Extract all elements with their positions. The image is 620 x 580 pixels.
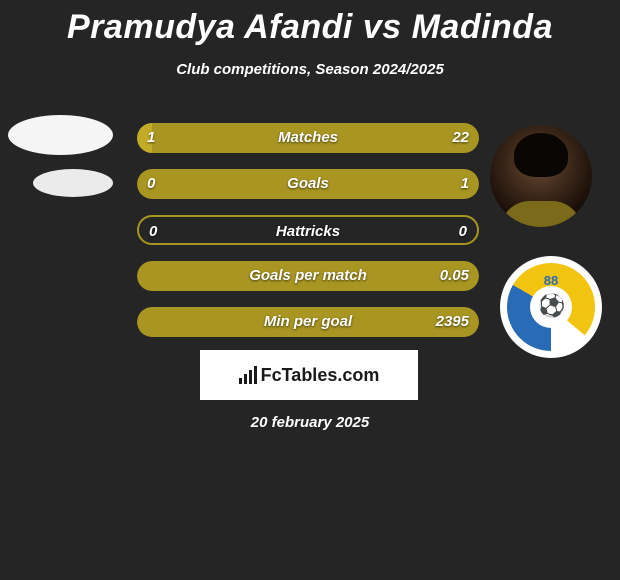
stat-label: Min per goal [137, 307, 479, 337]
player-right-club-badge: 88 [500, 256, 602, 358]
watermark: FcTables.com [200, 350, 418, 400]
page-subtitle: Club competitions, Season 2024/2025 [0, 61, 620, 78]
stat-row: 0Goals1 [137, 169, 479, 199]
date-text: 20 february 2025 [0, 414, 620, 431]
stat-label: Goals per match [137, 261, 479, 291]
player-left-placeholder [8, 115, 113, 197]
watermark-text: FcTables.com [261, 365, 380, 386]
player-left-club-oval [33, 169, 113, 197]
watermark-bars-icon [239, 366, 257, 384]
stat-value-right: 22 [452, 123, 469, 153]
club-badge-number: 88 [544, 273, 558, 288]
stat-row: 1Matches22 [137, 123, 479, 153]
stat-row: Goals per match0.05 [137, 261, 479, 291]
player-left-avatar-oval [8, 115, 113, 155]
stat-label: Goals [137, 169, 479, 199]
stat-label: Hattricks [139, 217, 477, 245]
club-badge-circle: 88 [507, 263, 595, 351]
stat-row: Min per goal2395 [137, 307, 479, 337]
player-right-avatar [490, 125, 592, 227]
stat-label: Matches [137, 123, 479, 153]
page-title: Pramudya Afandi vs Madinda [0, 0, 620, 47]
stats-container: 1Matches220Goals10Hattricks0Goals per ma… [137, 123, 479, 353]
stat-row: 0Hattricks0 [137, 215, 479, 245]
stat-value-right: 0 [459, 217, 467, 245]
stat-value-right: 1 [461, 169, 469, 199]
soccer-ball-icon [536, 292, 566, 322]
stat-value-right: 2395 [436, 307, 469, 337]
stat-value-right: 0.05 [440, 261, 469, 291]
